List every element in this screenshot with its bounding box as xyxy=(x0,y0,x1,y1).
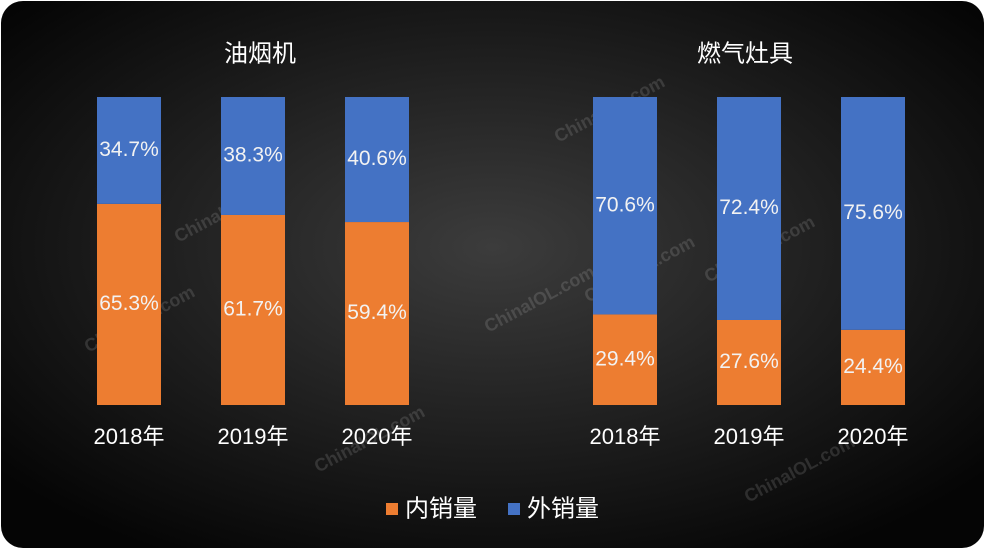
legend-label: 外销量 xyxy=(527,495,599,522)
data-label: 61.7% xyxy=(223,298,283,321)
bar-segment xyxy=(841,329,905,405)
data-label: 65.3% xyxy=(99,292,159,315)
data-label: 59.4% xyxy=(347,301,407,324)
x-tick-label: 2020年 xyxy=(838,424,909,449)
data-label: 27.6% xyxy=(719,350,779,373)
bar-segment xyxy=(345,97,409,223)
bar-segment xyxy=(717,97,781,320)
chart-title: 油烟机 xyxy=(224,40,296,67)
bar-segment xyxy=(97,97,161,204)
legend-swatch xyxy=(508,503,520,515)
bar-segment xyxy=(221,214,285,405)
bar-segment xyxy=(593,314,657,405)
data-label: 38.3% xyxy=(223,144,283,167)
data-label: 75.6% xyxy=(843,201,903,224)
bar-segment xyxy=(717,319,781,405)
x-tick-label: 2019年 xyxy=(714,424,785,449)
data-label: 40.6% xyxy=(347,147,407,170)
data-label: 70.6% xyxy=(595,193,655,216)
bar-segment xyxy=(841,97,905,330)
data-label: 72.4% xyxy=(719,196,779,219)
legend-label: 内销量 xyxy=(405,495,477,522)
bar-segment xyxy=(345,222,409,405)
x-tick-label: 2020年 xyxy=(342,424,413,449)
bar-segment xyxy=(97,203,161,405)
chart-title: 燃气灶具 xyxy=(697,40,793,67)
bar-segment xyxy=(221,97,285,215)
bar-segment xyxy=(593,97,657,315)
legend-swatch xyxy=(386,503,398,515)
x-tick-label: 2018年 xyxy=(590,424,661,449)
data-label: 34.7% xyxy=(99,138,159,161)
x-tick-label: 2018年 xyxy=(94,424,165,449)
data-label: 24.4% xyxy=(843,355,903,378)
x-tick-label: 2019年 xyxy=(218,424,289,449)
data-label: 29.4% xyxy=(595,347,655,370)
